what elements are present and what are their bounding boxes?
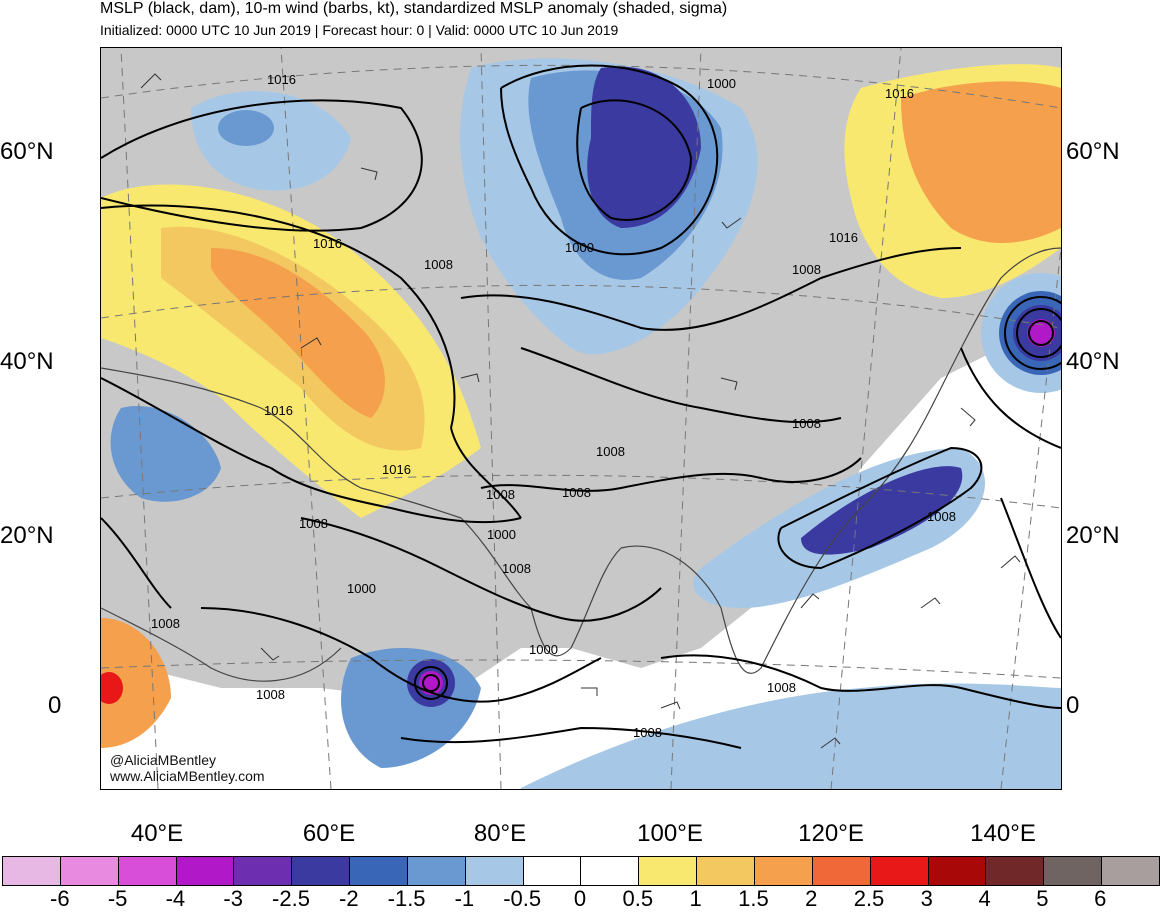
map-subtitle: Initialized: 0000 UTC 10 Jun 2019 | Fore… xyxy=(100,22,619,38)
colorbar-swatch xyxy=(1044,857,1103,885)
isobar-label: 1008 xyxy=(927,509,956,524)
isobar-label: 1016 xyxy=(313,236,342,251)
lat-label-left: 40°N xyxy=(0,348,54,375)
colorbar-label: 0 xyxy=(573,886,587,911)
colorbar-label: -4 xyxy=(165,886,186,911)
colorbar-swatch xyxy=(350,857,408,885)
lon-label: 120°E xyxy=(798,820,864,847)
lat-label-left: 20°N xyxy=(0,522,54,549)
anomaly-colorbar xyxy=(2,856,1160,886)
colorbar-label: 6 xyxy=(1094,886,1107,911)
colorbar-swatch xyxy=(812,857,871,885)
lon-label: 80°E xyxy=(473,820,527,847)
colorbar-swatch xyxy=(292,857,351,885)
lon-label: 140°E xyxy=(970,820,1036,847)
isobar-label: 1008 xyxy=(151,616,180,631)
isobar-label: 1016 xyxy=(829,230,858,245)
isobar-label: 1016 xyxy=(885,86,914,101)
credit-handle: @AliciaMBentley xyxy=(110,752,217,768)
isobar-label: 1008 xyxy=(767,680,796,695)
colorbar-swatch xyxy=(754,857,813,885)
lon-label: 40°E xyxy=(130,820,184,847)
isobar-label: 1000 xyxy=(707,76,736,91)
map-title: MSLP (black, dam), 10-m wind (barbs, kt)… xyxy=(100,0,728,17)
lon-label: 100°E xyxy=(637,820,703,847)
isobar-label: 1008 xyxy=(633,725,662,740)
isobar-label: 1000 xyxy=(565,240,594,255)
isobar-label: 1000 xyxy=(529,642,558,657)
lat-label-right: 0 xyxy=(1066,692,1080,719)
isobar-label: 1016 xyxy=(264,403,293,418)
colorbar-swatch xyxy=(697,857,755,885)
isobar-label: 1000 xyxy=(487,527,516,542)
lat-label-left: 0 xyxy=(48,692,62,719)
colorbar-swatch xyxy=(639,857,698,885)
lat-label-right: 40°N xyxy=(1066,348,1120,375)
colorbar-swatch xyxy=(581,857,640,885)
isobar-label: 1016 xyxy=(267,72,296,87)
colorbar-label: 0.5 xyxy=(622,886,654,911)
isobar-label: 1008 xyxy=(299,516,328,531)
colorbar-swatch xyxy=(176,857,235,885)
lon-label: 60°E xyxy=(302,820,356,847)
colorbar-label: -2 xyxy=(339,886,359,911)
colorbar-swatch xyxy=(234,857,293,885)
isobar-label: 1008 xyxy=(486,487,515,502)
colorbar-label: 5 xyxy=(1036,886,1049,911)
isobar-label: 1008 xyxy=(596,444,625,459)
isobar-label: 1008 xyxy=(256,687,285,702)
lat-label-right: 20°N xyxy=(1066,522,1120,549)
colorbar-label: 1 xyxy=(689,886,702,911)
colorbar-swatch xyxy=(986,857,1045,885)
colorbar-label: -5 xyxy=(107,886,128,911)
lat-label-right: 60°N xyxy=(1066,138,1120,165)
colorbar-label: 2.5 xyxy=(853,886,885,911)
colorbar-label: -3 xyxy=(223,886,243,911)
colorbar-label: -1 xyxy=(454,886,475,911)
colorbar-label: 3 xyxy=(920,886,933,911)
colorbar-swatch xyxy=(465,857,524,885)
isobar-label: 1008 xyxy=(562,485,591,500)
isobar-label: 1000 xyxy=(347,581,376,596)
colorbar-swatch xyxy=(523,857,582,885)
isobar-label: 1008 xyxy=(502,561,531,576)
weather-map: 1016 1016 1016 1016 1016 1016 1000 1000 … xyxy=(100,47,1062,790)
colorbar-label: 4 xyxy=(978,886,991,911)
colorbar-swatch xyxy=(60,857,119,885)
colorbar-swatch xyxy=(3,857,61,885)
isobar-label: 1008 xyxy=(792,416,821,431)
colorbar-label: -2.5 xyxy=(272,886,310,911)
colorbar-swatch xyxy=(1102,857,1159,885)
colorbar-label: -6 xyxy=(50,886,70,911)
lat-label-left: 60°N xyxy=(0,138,54,165)
colorbar-swatch xyxy=(928,857,987,885)
colorbar-swatch xyxy=(118,857,177,885)
isobar-label: 1008 xyxy=(424,257,453,272)
credit-website: www.AliciaMBentley.com xyxy=(110,768,265,784)
colorbar-label: -1.5 xyxy=(387,886,426,911)
isobar-label: 1016 xyxy=(382,462,411,477)
colorbar-label: 2 xyxy=(805,886,818,911)
colorbar-label: -0.5 xyxy=(503,886,542,911)
colorbar-swatch xyxy=(407,857,466,885)
colorbar-swatch xyxy=(870,857,929,885)
colorbar-label: 1.5 xyxy=(738,886,769,911)
isobar-label: 1008 xyxy=(792,262,821,277)
